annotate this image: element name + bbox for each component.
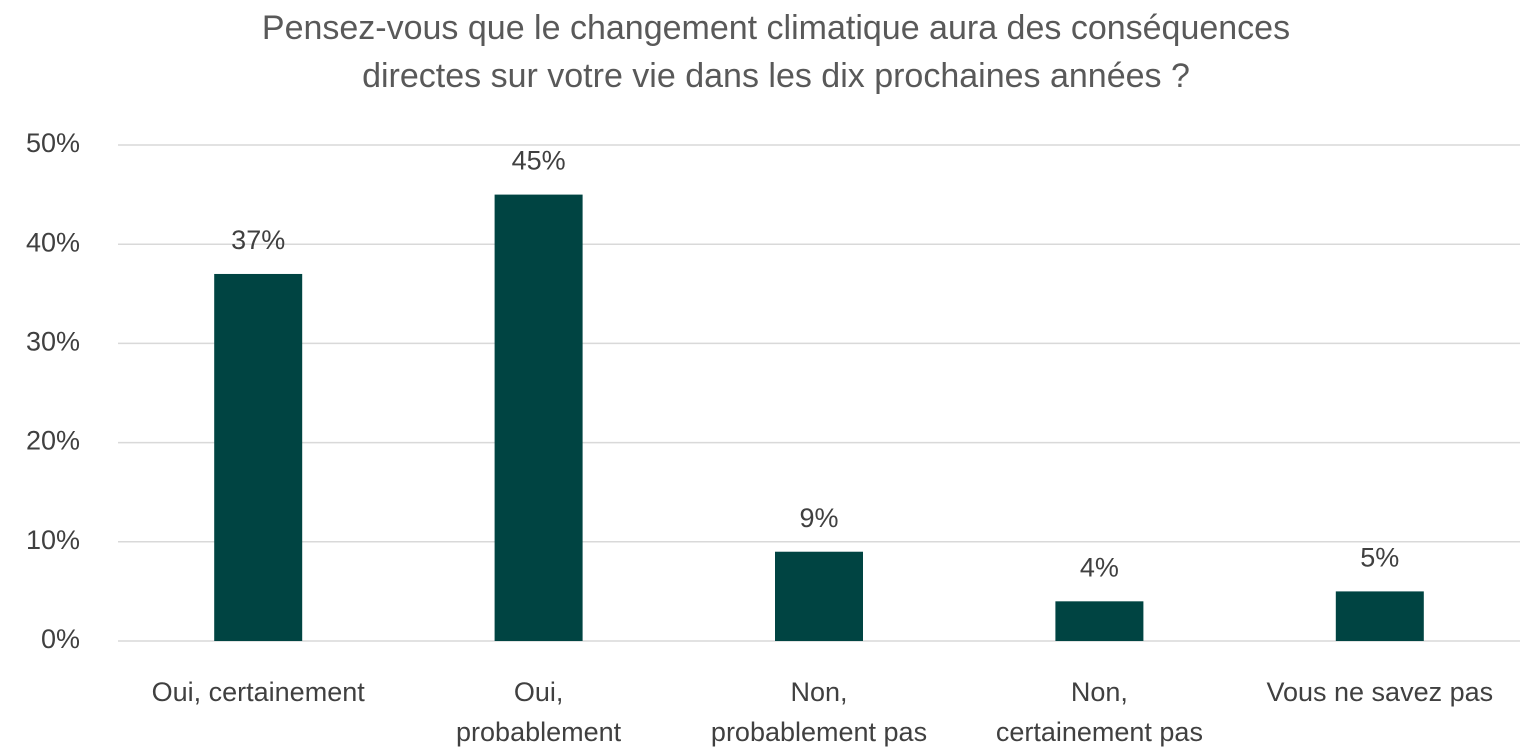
bar (1335, 591, 1424, 641)
y-tick-label: 0% (41, 624, 80, 654)
x-tick-label: Vous ne savez pas (1266, 677, 1494, 707)
value-label: 5% (1360, 543, 1399, 573)
y-tick-label: 20% (26, 426, 80, 456)
value-label: 37% (231, 225, 285, 255)
value-label: 9% (799, 503, 838, 533)
x-tick-label: Oui, probablement (456, 677, 622, 747)
value-label: 4% (1080, 552, 1119, 582)
y-tick-label: 50% (26, 128, 80, 158)
x-tick-label: Non, certainement pas (995, 677, 1203, 747)
y-tick-label: 10% (26, 525, 80, 555)
bar (214, 273, 303, 641)
bar (1055, 601, 1144, 641)
value-label: 45% (512, 146, 566, 176)
x-tick-label: Non, probablement pas (710, 677, 928, 747)
x-tick-label: Oui, certainement (151, 677, 365, 707)
y-tick-label: 40% (26, 227, 80, 257)
bar (775, 551, 863, 641)
y-tick-label: 30% (26, 327, 80, 357)
chart-title: Pensez-vous que le changement climatique… (261, 9, 1291, 95)
bar (494, 194, 583, 641)
